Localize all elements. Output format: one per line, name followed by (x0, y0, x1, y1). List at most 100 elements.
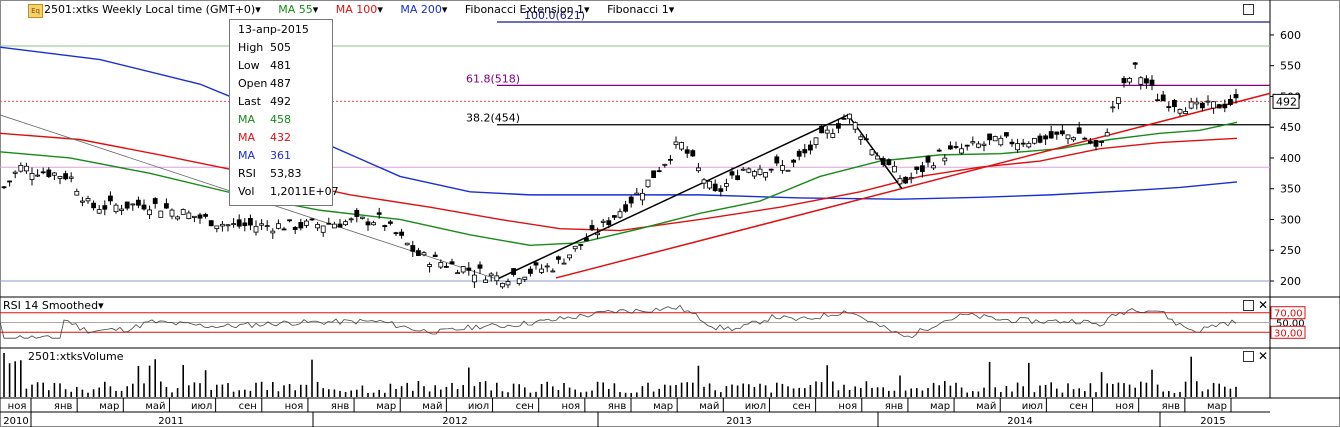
info-key: MA (238, 131, 256, 144)
candle-body (415, 250, 421, 256)
candle-body (354, 210, 360, 217)
candle-body (880, 158, 886, 165)
month-label: ноя (1115, 401, 1134, 412)
month-label: май (976, 401, 996, 412)
symbol-label[interactable]: 2501:xtks Weekly Local time (GMT+0) (44, 3, 256, 16)
candle-body (852, 122, 858, 130)
candle-body (976, 143, 981, 148)
candle-body (180, 209, 186, 215)
candle-body (225, 224, 231, 227)
maximize-volume-icon[interactable] (1243, 351, 1254, 362)
candle-body (175, 216, 181, 220)
candle-body (936, 149, 942, 152)
candle-body (253, 225, 259, 233)
rsi-dropdown-icon[interactable]: ▾ (98, 299, 104, 312)
fib-dropdown-icon[interactable]: ▾ (668, 3, 675, 16)
candle-body (1088, 140, 1093, 144)
candle-body (1076, 127, 1082, 134)
candle-body (494, 275, 500, 282)
info-date-row: 13-апр-2015 (230, 21, 332, 39)
candle-body (292, 226, 298, 230)
candle-body (572, 245, 578, 250)
volume-title[interactable]: 2501:xtksVolume (28, 350, 124, 363)
candle-body (544, 265, 550, 268)
candle-body (802, 149, 808, 154)
candle-body (281, 228, 287, 231)
month-label: июл (1022, 401, 1043, 412)
maximize-rsi-icon[interactable] (1243, 300, 1254, 311)
candle-body (679, 142, 684, 150)
price-tick-label: 450 (1280, 121, 1301, 134)
candle-body (948, 145, 953, 150)
candle-body (634, 192, 640, 195)
candle-body (1138, 77, 1144, 85)
month-label: мар (99, 401, 119, 412)
info-value: 492 (270, 95, 291, 108)
eq-icon[interactable]: Eq (28, 4, 43, 18)
candle-body (460, 266, 466, 273)
candle-body (1177, 109, 1183, 114)
candle-body (477, 264, 483, 269)
price-tick-label: 600 (1280, 29, 1301, 42)
candle-body (427, 264, 433, 267)
month-label: сен (1069, 401, 1087, 412)
month-label: июл (191, 401, 212, 412)
info-key: Last (238, 95, 261, 108)
fib-ext-label[interactable]: Fibonacci Extension 1 (464, 3, 585, 16)
candle-body (1099, 140, 1104, 143)
candle-body (275, 223, 281, 229)
candle-body (684, 149, 690, 154)
info-row: RSI 53,83 (230, 165, 332, 183)
candle-body (858, 136, 864, 140)
candle-body (236, 219, 242, 227)
candle-body (645, 179, 651, 188)
info-value: 361 (270, 149, 291, 162)
candle-body (690, 150, 696, 157)
year-label: 2011 (158, 416, 183, 427)
ma100-label[interactable]: MA 100 (335, 3, 378, 16)
month-label: мар (1207, 401, 1227, 412)
fib-ext-dropdown-icon[interactable]: ▾ (584, 3, 590, 16)
ma55-dropdown-icon[interactable]: ▾ (312, 3, 319, 16)
candle-body (298, 222, 304, 229)
candle-body (80, 200, 85, 203)
rsi-title[interactable]: RSI 14 Smoothed▾ (3, 299, 104, 312)
symbol-dropdown-icon[interactable]: ▾ (255, 3, 261, 16)
ma100-dropdown-icon[interactable]: ▾ (377, 3, 383, 16)
month-label: май (145, 401, 165, 412)
candle-body (774, 156, 780, 164)
ma200-dropdown-icon[interactable]: ▾ (441, 3, 448, 16)
data-window: 13-апр-2015 High 505 Low 481 Open 487 Last 4… (229, 19, 339, 206)
candle-body (556, 256, 561, 260)
candle-body (886, 159, 892, 166)
fib-label[interactable]: Fibonacci 1 (607, 3, 669, 16)
ma55-label[interactable]: MA 55 (278, 3, 313, 16)
candle-body (824, 129, 830, 134)
info-key: Low (238, 59, 260, 72)
close-rsi-icon[interactable]: ✕ (1258, 298, 1269, 312)
candle-body (91, 202, 96, 209)
candle-body (1149, 79, 1155, 86)
candle-body (29, 172, 35, 180)
candle-body (1127, 77, 1132, 83)
candle-body (718, 188, 724, 192)
candle-body (595, 232, 600, 236)
ma200-label[interactable]: MA 200 (400, 3, 442, 16)
candle-body (18, 164, 24, 172)
candle-body (455, 272, 461, 275)
candle-body (1043, 135, 1048, 140)
candle-body (600, 220, 606, 223)
close-volume-icon[interactable]: ✕ (1258, 349, 1269, 363)
info-row: Last 492 (230, 93, 332, 111)
maximize-main-icon[interactable] (1243, 4, 1254, 15)
candle-body (808, 144, 813, 151)
candle-body (96, 209, 102, 214)
candle-body (197, 214, 203, 219)
candle-body (533, 262, 539, 266)
candle-body (757, 168, 763, 175)
candle-body (12, 171, 18, 174)
rsi-title-text: RSI 14 Smoothed (3, 299, 99, 312)
candle-body (169, 209, 175, 217)
